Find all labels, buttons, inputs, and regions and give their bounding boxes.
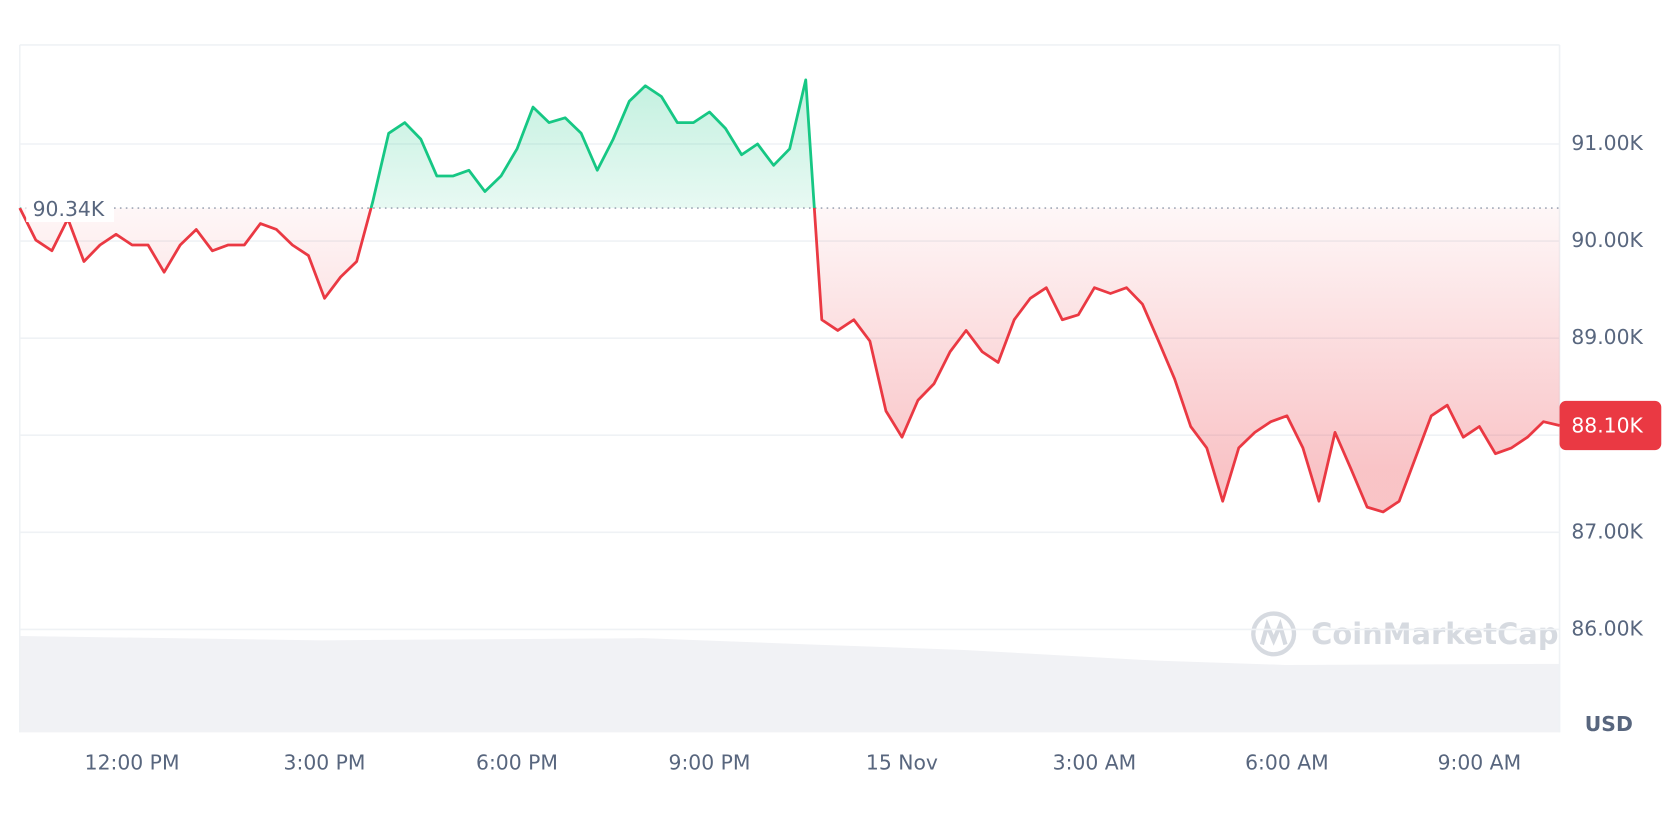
watermark: CoinMarketCap xyxy=(1251,611,1559,657)
area-fill xyxy=(19,79,1560,512)
price-line xyxy=(18,78,1560,514)
watermark-text: CoinMarketCap xyxy=(1311,617,1558,651)
x-tick-label: 9:00 PM xyxy=(669,750,751,774)
x-tick-label: 3:00 AM xyxy=(1053,750,1137,774)
x-tick-label: 9:00 AM xyxy=(1438,750,1522,774)
baseline-label: 90.34K xyxy=(33,197,105,221)
baseline-label-bg xyxy=(26,194,115,222)
x-tick-label: 15 Nov xyxy=(866,750,938,774)
y-tick-label: 90.00K xyxy=(1571,228,1643,252)
y-tick-label: 86.00K xyxy=(1571,616,1643,640)
x-tick-label: 12:00 PM xyxy=(85,750,180,774)
current-price-badge xyxy=(1559,400,1662,451)
currency-label: USD xyxy=(1585,712,1633,736)
y-tick-label: 89.00K xyxy=(1571,325,1643,349)
x-tick-label: 6:00 PM xyxy=(476,750,558,774)
volume-area xyxy=(19,636,1560,733)
x-tick-label: 3:00 PM xyxy=(284,750,366,774)
y-tick-label: 91.00K xyxy=(1571,131,1643,155)
y-tick-label: 87.00K xyxy=(1571,519,1643,543)
x-tick-label: 6:00 AM xyxy=(1245,750,1329,774)
current-price-label: 88.10K xyxy=(1571,414,1643,438)
